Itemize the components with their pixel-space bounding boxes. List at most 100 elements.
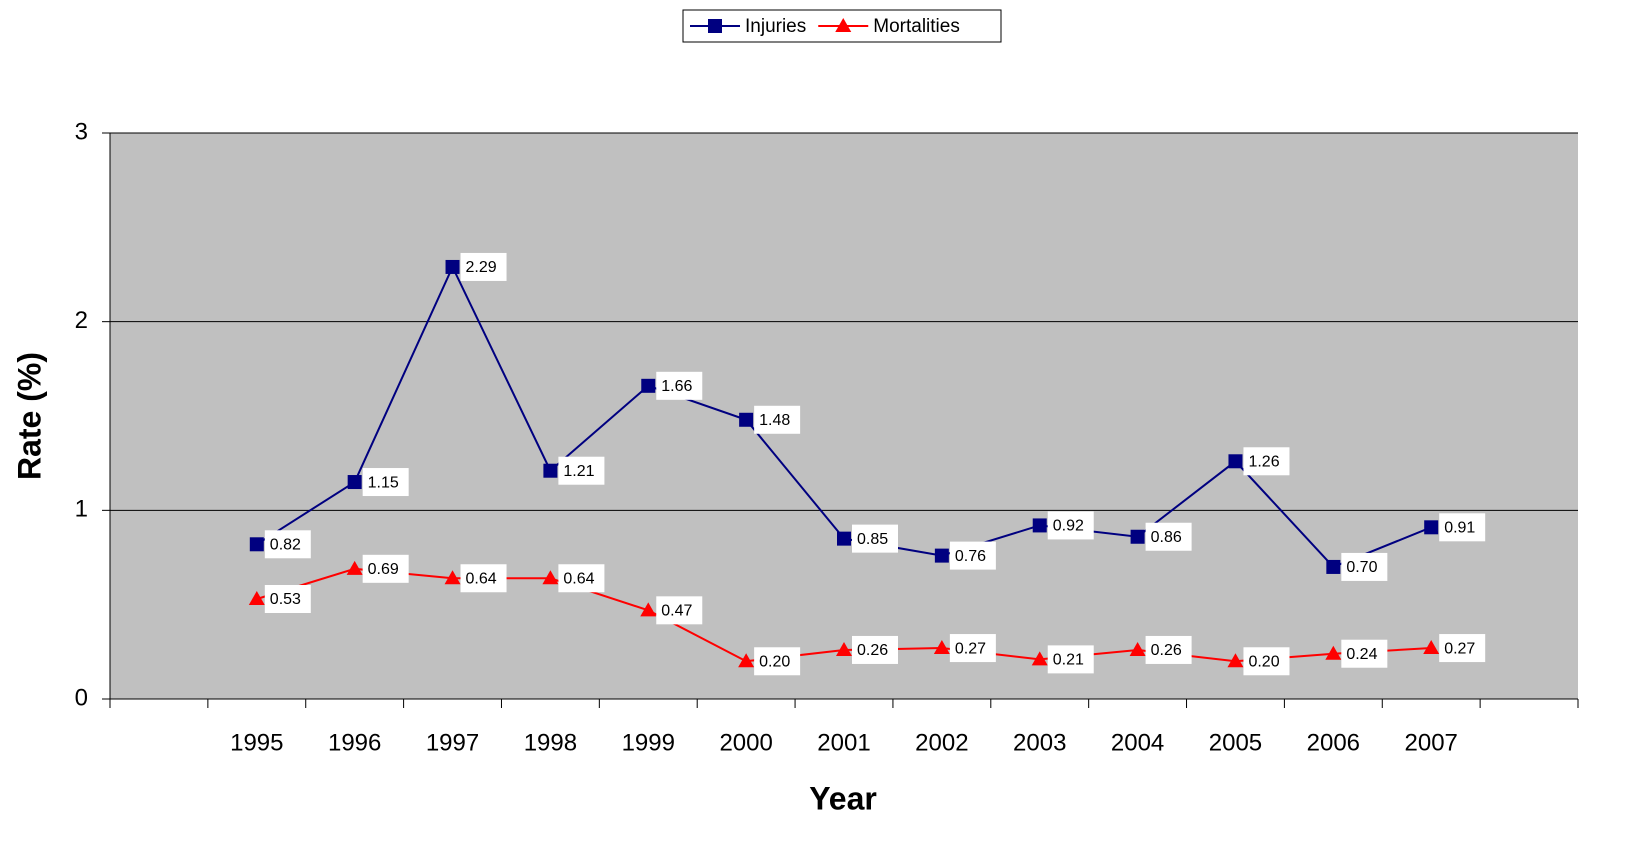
data-label: 1.48 [759,412,790,429]
data-point [248,591,265,606]
data-point [1228,454,1243,469]
legend-marker [708,19,722,33]
data-point [640,602,657,617]
data-label-box [949,634,996,663]
data-label: 0.53 [270,591,301,608]
data-label-box [1145,635,1192,664]
data-label: 0.82 [270,537,301,554]
y-axis-title: Rate (%) [11,352,47,480]
data-label: 0.20 [759,653,790,670]
data-label-box [656,371,703,400]
data-label-box [656,596,703,625]
data-point [1031,651,1048,666]
data-label-box [1145,522,1192,551]
data-point [346,560,363,575]
plot-area [110,133,1578,699]
data-label: 1.21 [563,463,594,480]
data-label: 0.76 [955,548,986,565]
data-point [1325,645,1342,660]
data-label: 0.20 [1248,653,1279,670]
data-label-box [558,564,605,593]
data-label: 0.27 [1444,640,1475,657]
y-tick-label: 3 [75,118,88,145]
x-tick-label: 2004 [1111,729,1164,756]
data-label: 0.85 [857,531,888,548]
data-label-box [362,554,409,583]
data-label: 0.21 [1053,652,1084,669]
data-label-box [1243,447,1290,476]
legend-label: Injuries [745,16,806,37]
data-label: 0.27 [955,640,986,657]
x-tick-label: 2006 [1307,729,1360,756]
y-tick-label: 0 [75,684,88,711]
data-label-box [852,635,898,664]
data-point [1326,559,1341,574]
data-label: 0.70 [1346,559,1377,576]
x-tick-label: 2000 [719,729,772,756]
data-label-box [264,530,311,559]
data-point [837,531,851,546]
data-point [1423,640,1440,655]
data-point [347,475,362,490]
data-label: 2.29 [466,259,497,276]
data-label: 0.24 [1346,646,1377,663]
x-tick-label: 2005 [1209,729,1262,756]
data-label-box [264,585,311,614]
x-tick-label: 2001 [817,729,870,756]
x-tick-label: 1996 [328,729,381,756]
data-label: 0.91 [1444,520,1475,537]
data-point [1032,518,1047,533]
data-label-box [558,456,605,485]
data-label: 0.86 [1151,529,1182,546]
data-label-box [852,524,898,553]
data-point [1129,641,1146,656]
data-label: 0.47 [661,603,692,620]
data-point [641,378,656,393]
data-point [543,463,558,478]
data-point [1227,653,1244,668]
data-label-box [754,647,801,676]
data-label-box [362,468,409,497]
x-tick-label: 2003 [1013,729,1066,756]
x-tick-label: 1997 [426,729,479,756]
data-point [934,548,949,563]
legend: Injuries Mortalities [682,9,1002,43]
data-point [933,640,950,655]
data-label: 0.92 [1053,518,1084,535]
x-tick-label: 2007 [1405,729,1458,756]
data-point [1424,520,1439,535]
data-label-box [1341,639,1388,668]
data-label-box [460,564,507,593]
data-point [445,259,460,274]
data-label-box [460,252,507,281]
data-label: 0.69 [368,561,399,578]
data-label: 0.26 [1151,642,1182,659]
data-label-box [949,541,996,570]
y-tick-label: 2 [75,307,88,334]
data-label-box [1439,513,1486,542]
data-point [1130,529,1145,544]
data-label-box [1047,511,1094,540]
data-label-box [1341,552,1388,581]
data-point [542,570,559,585]
data-label: 0.64 [563,570,594,587]
y-tick-label: 1 [75,496,88,523]
x-tick-label: 1995 [230,729,283,756]
x-tick-label: 1998 [524,729,577,756]
data-point [444,570,461,585]
data-label: 1.15 [368,474,399,491]
legend-label: Mortalities [873,16,960,37]
data-label-box [1439,634,1486,663]
data-label: 0.64 [466,570,497,587]
data-label-box [1243,647,1290,676]
data-point [738,653,755,668]
data-point [836,641,852,656]
data-point [739,412,754,427]
data-point [249,537,264,552]
legend-marker [835,18,852,32]
data-label-box [754,405,801,434]
x-tick-label: 2002 [915,729,968,756]
data-label: 1.26 [1248,453,1279,470]
x-axis-title: Year [809,780,877,816]
